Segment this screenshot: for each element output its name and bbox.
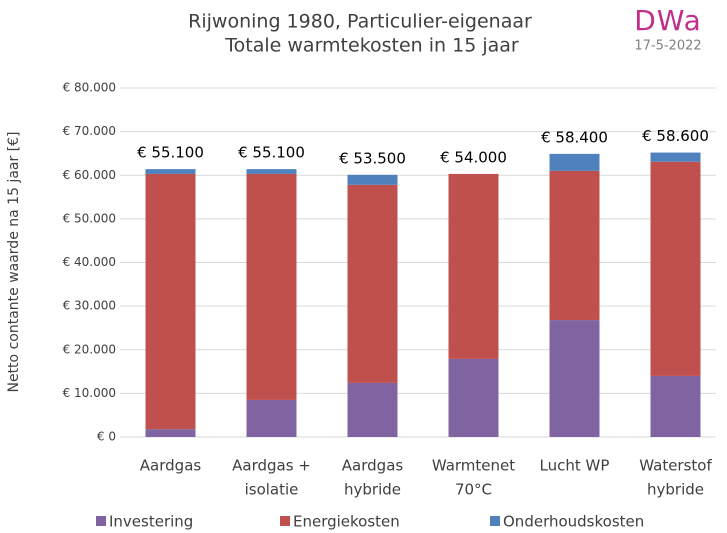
bar-segment bbox=[246, 399, 297, 437]
bar-segment bbox=[650, 375, 701, 437]
x-tick-label: Lucht WP bbox=[540, 457, 610, 475]
total-label: € 55.100 bbox=[238, 144, 305, 162]
y-tick-label: € 40.000 bbox=[63, 255, 116, 269]
chart-title: Rijwoning 1980, Particulier-eigenaar bbox=[188, 11, 532, 33]
bar-segment bbox=[246, 173, 297, 400]
x-tick-label: isolatie bbox=[245, 481, 299, 499]
bar-segment bbox=[145, 169, 196, 174]
bar-segment bbox=[549, 170, 600, 321]
bar-segment bbox=[145, 173, 196, 430]
bar-segment bbox=[448, 358, 499, 437]
y-tick-label: € 30.000 bbox=[63, 299, 116, 313]
bar-segment bbox=[650, 152, 701, 162]
bar-segment bbox=[145, 429, 196, 437]
x-tick-label: hybride bbox=[647, 481, 704, 499]
total-label: € 53.500 bbox=[339, 149, 406, 167]
y-tick-label: € 20.000 bbox=[63, 342, 116, 356]
bar-segment bbox=[347, 184, 398, 383]
x-tick-label: 70°C bbox=[455, 481, 492, 499]
legend-swatch bbox=[280, 516, 290, 526]
bar-segment bbox=[448, 173, 499, 359]
legend-label: Investering bbox=[109, 513, 193, 531]
y-tick-label: € 50.000 bbox=[63, 211, 116, 225]
bar-segment bbox=[347, 382, 398, 437]
legend-swatch bbox=[96, 516, 106, 526]
bar-segment bbox=[650, 161, 701, 376]
chart-title: Totale warmtekosten in 15 jaar bbox=[224, 35, 519, 57]
x-tick-label: hybride bbox=[344, 481, 401, 499]
legend-label: Energiekosten bbox=[293, 513, 400, 531]
total-label: € 58.400 bbox=[541, 128, 608, 146]
y-tick-label: € 10.000 bbox=[63, 386, 116, 400]
y-tick-label: € 60.000 bbox=[63, 168, 116, 182]
y-tick-label: € 80.000 bbox=[63, 81, 116, 95]
bar-segment bbox=[549, 320, 600, 437]
x-tick-label: Waterstof bbox=[639, 457, 712, 475]
x-tick-label: Aardgas bbox=[342, 457, 404, 475]
legend-label: Onderhoudskosten bbox=[503, 513, 644, 531]
bar-segment bbox=[549, 153, 600, 171]
total-label: € 54.000 bbox=[440, 148, 507, 166]
legend-swatch bbox=[490, 516, 500, 526]
logo: DWa bbox=[634, 4, 702, 37]
x-tick-label: Aardgas bbox=[140, 457, 202, 475]
y-axis-label: Netto contante waarde na 15 jaar [€] bbox=[6, 131, 22, 392]
y-tick-label: € 70.000 bbox=[63, 124, 116, 138]
bar-segment bbox=[347, 174, 398, 185]
x-tick-label: Aardgas + bbox=[232, 457, 311, 475]
total-label: € 55.100 bbox=[137, 144, 204, 162]
date: 17-5-2022 bbox=[634, 39, 701, 54]
y-tick-label: € 0 bbox=[97, 430, 116, 444]
total-label: € 58.600 bbox=[642, 127, 709, 145]
bar-segment bbox=[246, 169, 297, 174]
x-tick-label: Warmtenet bbox=[432, 457, 515, 475]
